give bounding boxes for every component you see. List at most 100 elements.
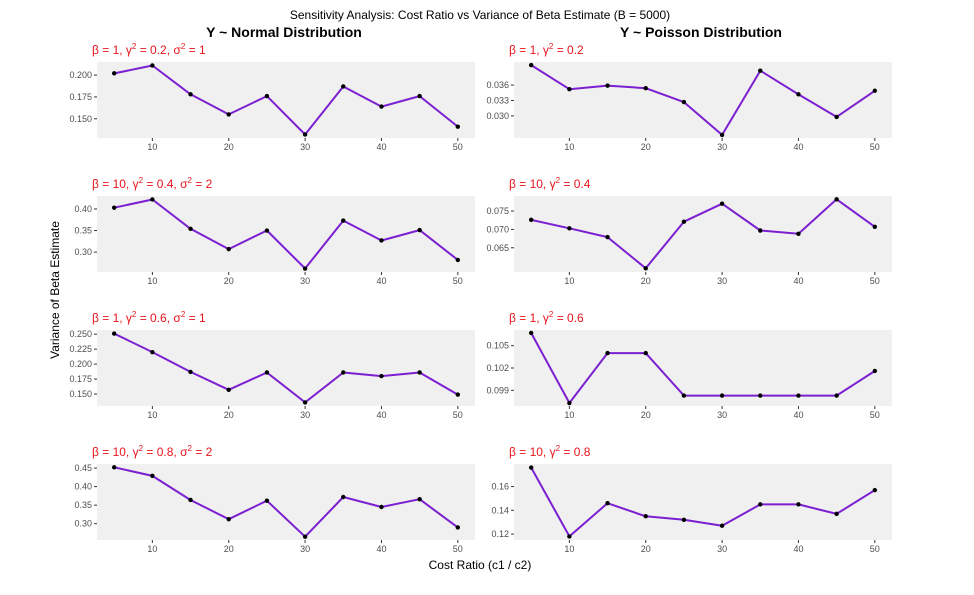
x-tick-label: 10 [564,410,574,420]
data-point [417,497,422,502]
data-point [188,497,193,503]
data-point [872,368,878,374]
title-gamma-symbol: γ [543,311,549,325]
x-tick-label: 20 [641,544,651,554]
title-beta: β = 10, [509,445,550,459]
data-point [643,266,648,271]
data-point [341,84,346,89]
title-sigma-symbol: , σ [173,177,188,191]
title-gamma-value: = 0.6 [136,311,167,325]
panel-background [97,330,475,406]
x-tick-label: 10 [564,142,574,152]
title-sigma-value: = 2 [192,177,213,191]
data-point [111,331,117,336]
title-gamma-symbol: γ [550,177,556,191]
data-point [643,350,648,356]
data-point [302,266,308,271]
y-tick-label: 0.150 [69,114,92,124]
data-point [417,370,422,375]
data-point [758,68,763,73]
data-point [719,201,725,206]
title-sigma-exponent: 2 [187,444,192,453]
data-point [111,465,117,470]
x-tick-label: 30 [300,276,310,286]
x-tick-label: 30 [717,410,727,420]
x-tick-label: 20 [224,410,234,420]
title-gamma-symbol: γ [133,177,139,191]
data-point [341,494,346,500]
data-point [605,234,610,240]
title-gamma-value: = 0.8 [560,445,591,459]
data-point [872,88,878,93]
data-point [150,349,155,355]
data-point [379,504,384,510]
panel-title: β = 1, γ2 = 0.6, σ2 = 1 [92,310,206,325]
series-line [113,64,459,136]
data-point [150,197,155,202]
data-point [643,514,648,519]
series-line [113,466,459,538]
data-point [528,62,534,68]
data-point [188,92,193,97]
x-tick-label: 20 [224,544,234,554]
data-point [111,205,117,210]
data-point [567,534,572,539]
x-tick-label: 30 [300,410,310,420]
series-line [530,467,876,538]
y-tick-label: 0.105 [486,341,509,351]
x-tick-label: 30 [300,544,310,554]
y-tick-label: 0.150 [69,389,92,399]
data-point [834,114,839,120]
y-tick-label: 0.40 [74,482,92,492]
y-tick-label: 0.070 [486,224,509,234]
panel-title: β = 10, γ2 = 0.8, σ2 = 2 [92,444,213,459]
panel-background [97,464,475,540]
data-point [302,534,308,539]
title-beta: β = 10, [509,177,550,191]
data-point [264,370,270,375]
x-tick-label: 20 [641,142,651,152]
x-tick-label: 20 [641,410,651,420]
panel-5: β = 1, γ2 = 0.6 0.105 0.102 0.099 10 20 30 40 50 [486,310,892,420]
x-tick-label: 10 [147,410,157,420]
data-point [758,393,763,398]
title-gamma-exponent: 2 [132,42,137,51]
data-point [417,227,422,233]
series-line [530,332,876,404]
data-point [528,465,534,470]
x-tick-label: 50 [453,410,463,420]
title-sigma-exponent: 2 [181,310,186,319]
x-tick-label: 40 [376,142,386,152]
title-beta: β = 1, [92,43,126,57]
data-point [226,517,231,522]
data-point [341,218,346,223]
title-gamma-exponent: 2 [139,444,144,453]
data-point [226,387,231,393]
title-sigma-value: = 2 [192,445,213,459]
panel-title: β = 10, γ2 = 0.8 [509,444,591,459]
series-line [113,198,459,270]
data-point [872,487,878,493]
panel-background [97,62,475,138]
y-tick-label: 0.30 [74,247,92,257]
panel-0: β = 1, γ2 = 0.2, σ2 = 10.2000.1750.15010… [69,42,475,152]
title-gamma-value: = 0.2 [136,43,167,57]
title-gamma-exponent: 2 [556,176,561,185]
title-gamma-symbol: γ [550,445,556,459]
data-point [455,124,461,129]
panel-title: β = 1, γ2 = 0.2, σ2 = 1 [92,42,206,57]
data-point [605,500,610,506]
column-title-normal: Y ~ Normal Distribution [206,24,362,40]
title-gamma-exponent: 2 [549,310,554,319]
x-tick-label: 10 [564,544,574,554]
y-tick-label: 0.12 [491,529,509,539]
y-tick-label: 0.175 [69,374,92,384]
x-tick-label: 40 [793,410,803,420]
y-tick-label: 0.102 [486,363,509,373]
y-tick-label: 0.35 [74,226,92,236]
x-tick-label: 40 [376,276,386,286]
data-point [455,525,461,530]
data-point [834,393,839,398]
y-tick-label: 0.250 [69,329,92,339]
